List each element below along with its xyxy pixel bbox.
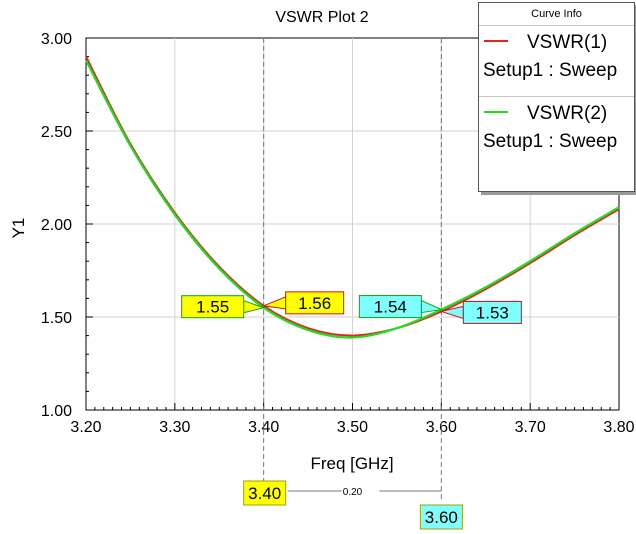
marker-callout-value: 1.53: [476, 303, 509, 322]
marker-x-box[interactable]: [243, 480, 287, 506]
y-tick-label: 1.00: [41, 403, 72, 420]
y-tick-label: 1.50: [41, 310, 72, 327]
curve-info-legend[interactable]: Curve Info VSWR(1) Setup1 : Sweep VSWR(2…: [478, 2, 635, 192]
y-axis-label: Y1: [9, 218, 28, 239]
chart-title: VSWR Plot 2: [275, 9, 368, 26]
marker-callout-value: 1.55: [196, 298, 229, 317]
legend-line-vswr2: [484, 111, 508, 113]
x-tick-label: 3.20: [70, 419, 101, 436]
marker-x-box[interactable]: [419, 504, 463, 530]
marker-callout-box[interactable]: [462, 300, 522, 324]
x-tick-label: 3.50: [337, 419, 368, 436]
x-tick-label: 3.60: [426, 419, 457, 436]
x-tick-label: 3.80: [603, 419, 634, 436]
legend-title: Curve Info: [479, 3, 634, 26]
x-tick-label: 3.30: [159, 419, 190, 436]
legend-line-vswr1: [484, 40, 508, 42]
y-tick-label: 2.50: [41, 124, 72, 141]
marker-callout-box[interactable]: [358, 295, 422, 319]
legend-subtitle-vswr2: Setup1 : Sweep: [483, 131, 618, 152]
marker-x-label: 3.60: [425, 508, 458, 527]
x-tick-label: 3.40: [248, 419, 279, 436]
y-tick-label: 2.00: [41, 217, 72, 234]
legend-entry-vswr1[interactable]: VSWR(1) Setup1 : Sweep: [479, 26, 634, 96]
legend-entry-vswr2[interactable]: VSWR(2) Setup1 : Sweep: [479, 96, 634, 167]
x-axis-label: Freq [GHz]: [310, 454, 393, 473]
marker-callout-value: 1.54: [374, 298, 407, 317]
x-tick-label: 3.70: [515, 419, 546, 436]
delta-label: 0.20: [343, 487, 363, 498]
legend-name-vswr1: VSWR(1): [527, 32, 608, 53]
legend-name-vswr2: VSWR(2): [527, 103, 608, 124]
marker-callout-value: 1.56: [298, 294, 331, 313]
marker-callout-box[interactable]: [181, 295, 245, 319]
marker-callout-box[interactable]: [285, 291, 345, 315]
marker-x-label: 3.40: [248, 484, 281, 503]
y-tick-label: 3.00: [41, 31, 72, 48]
series-line-2: [85, 59, 620, 339]
legend-subtitle-vswr1: Setup1 : Sweep: [483, 60, 618, 81]
